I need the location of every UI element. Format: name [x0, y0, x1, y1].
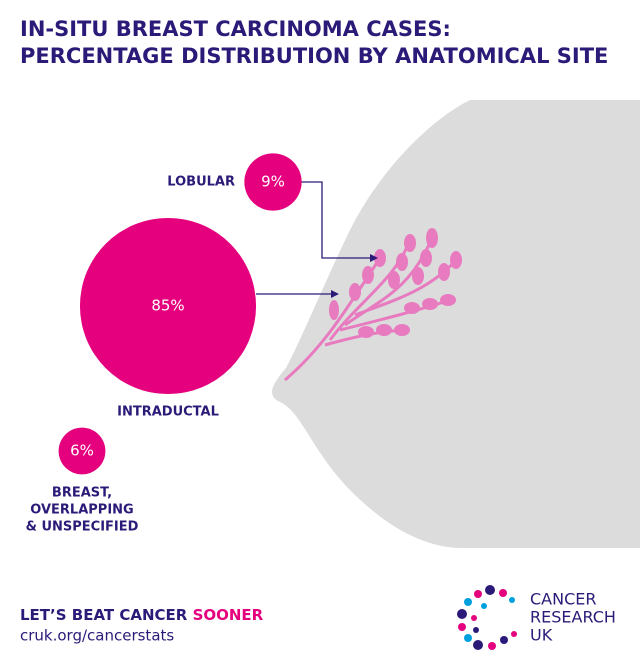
category-label: LOBULAR [167, 175, 235, 190]
duct-lobules [329, 228, 462, 338]
tagline: LET’S BEAT CANCER SOONER [20, 606, 264, 624]
logo-mark [457, 585, 517, 650]
tagline-end: SOONER [193, 606, 264, 624]
value-label: 85% [151, 297, 184, 315]
bubble [79, 217, 257, 395]
value-label: 6% [70, 442, 94, 460]
arrow-heads [331, 254, 378, 298]
footer-url: cruk.org/cancerstats [20, 627, 174, 645]
logo-text: RESEARCH [530, 608, 616, 627]
category-label: & UNSPECIFIED [26, 520, 139, 535]
breast-silhouette [272, 100, 640, 548]
bubble [244, 153, 302, 211]
tagline-start: LET’S BEAT CANCER [20, 606, 188, 624]
category-label: BREAST, [52, 486, 112, 501]
arrows [256, 181, 372, 295]
bubble [58, 427, 106, 475]
logo-text: CANCER [530, 590, 596, 609]
value-label: 9% [261, 173, 285, 191]
category-label: OVERLAPPING [30, 503, 133, 518]
title-line: IN-SITU BREAST CARCINOMA CASES: [20, 17, 451, 41]
title-line: PERCENTAGE DISTRIBUTION BY ANATOMICAL SI… [20, 44, 608, 68]
logo-text: UK [530, 626, 553, 645]
category-label: INTRADUCTAL [117, 405, 219, 420]
